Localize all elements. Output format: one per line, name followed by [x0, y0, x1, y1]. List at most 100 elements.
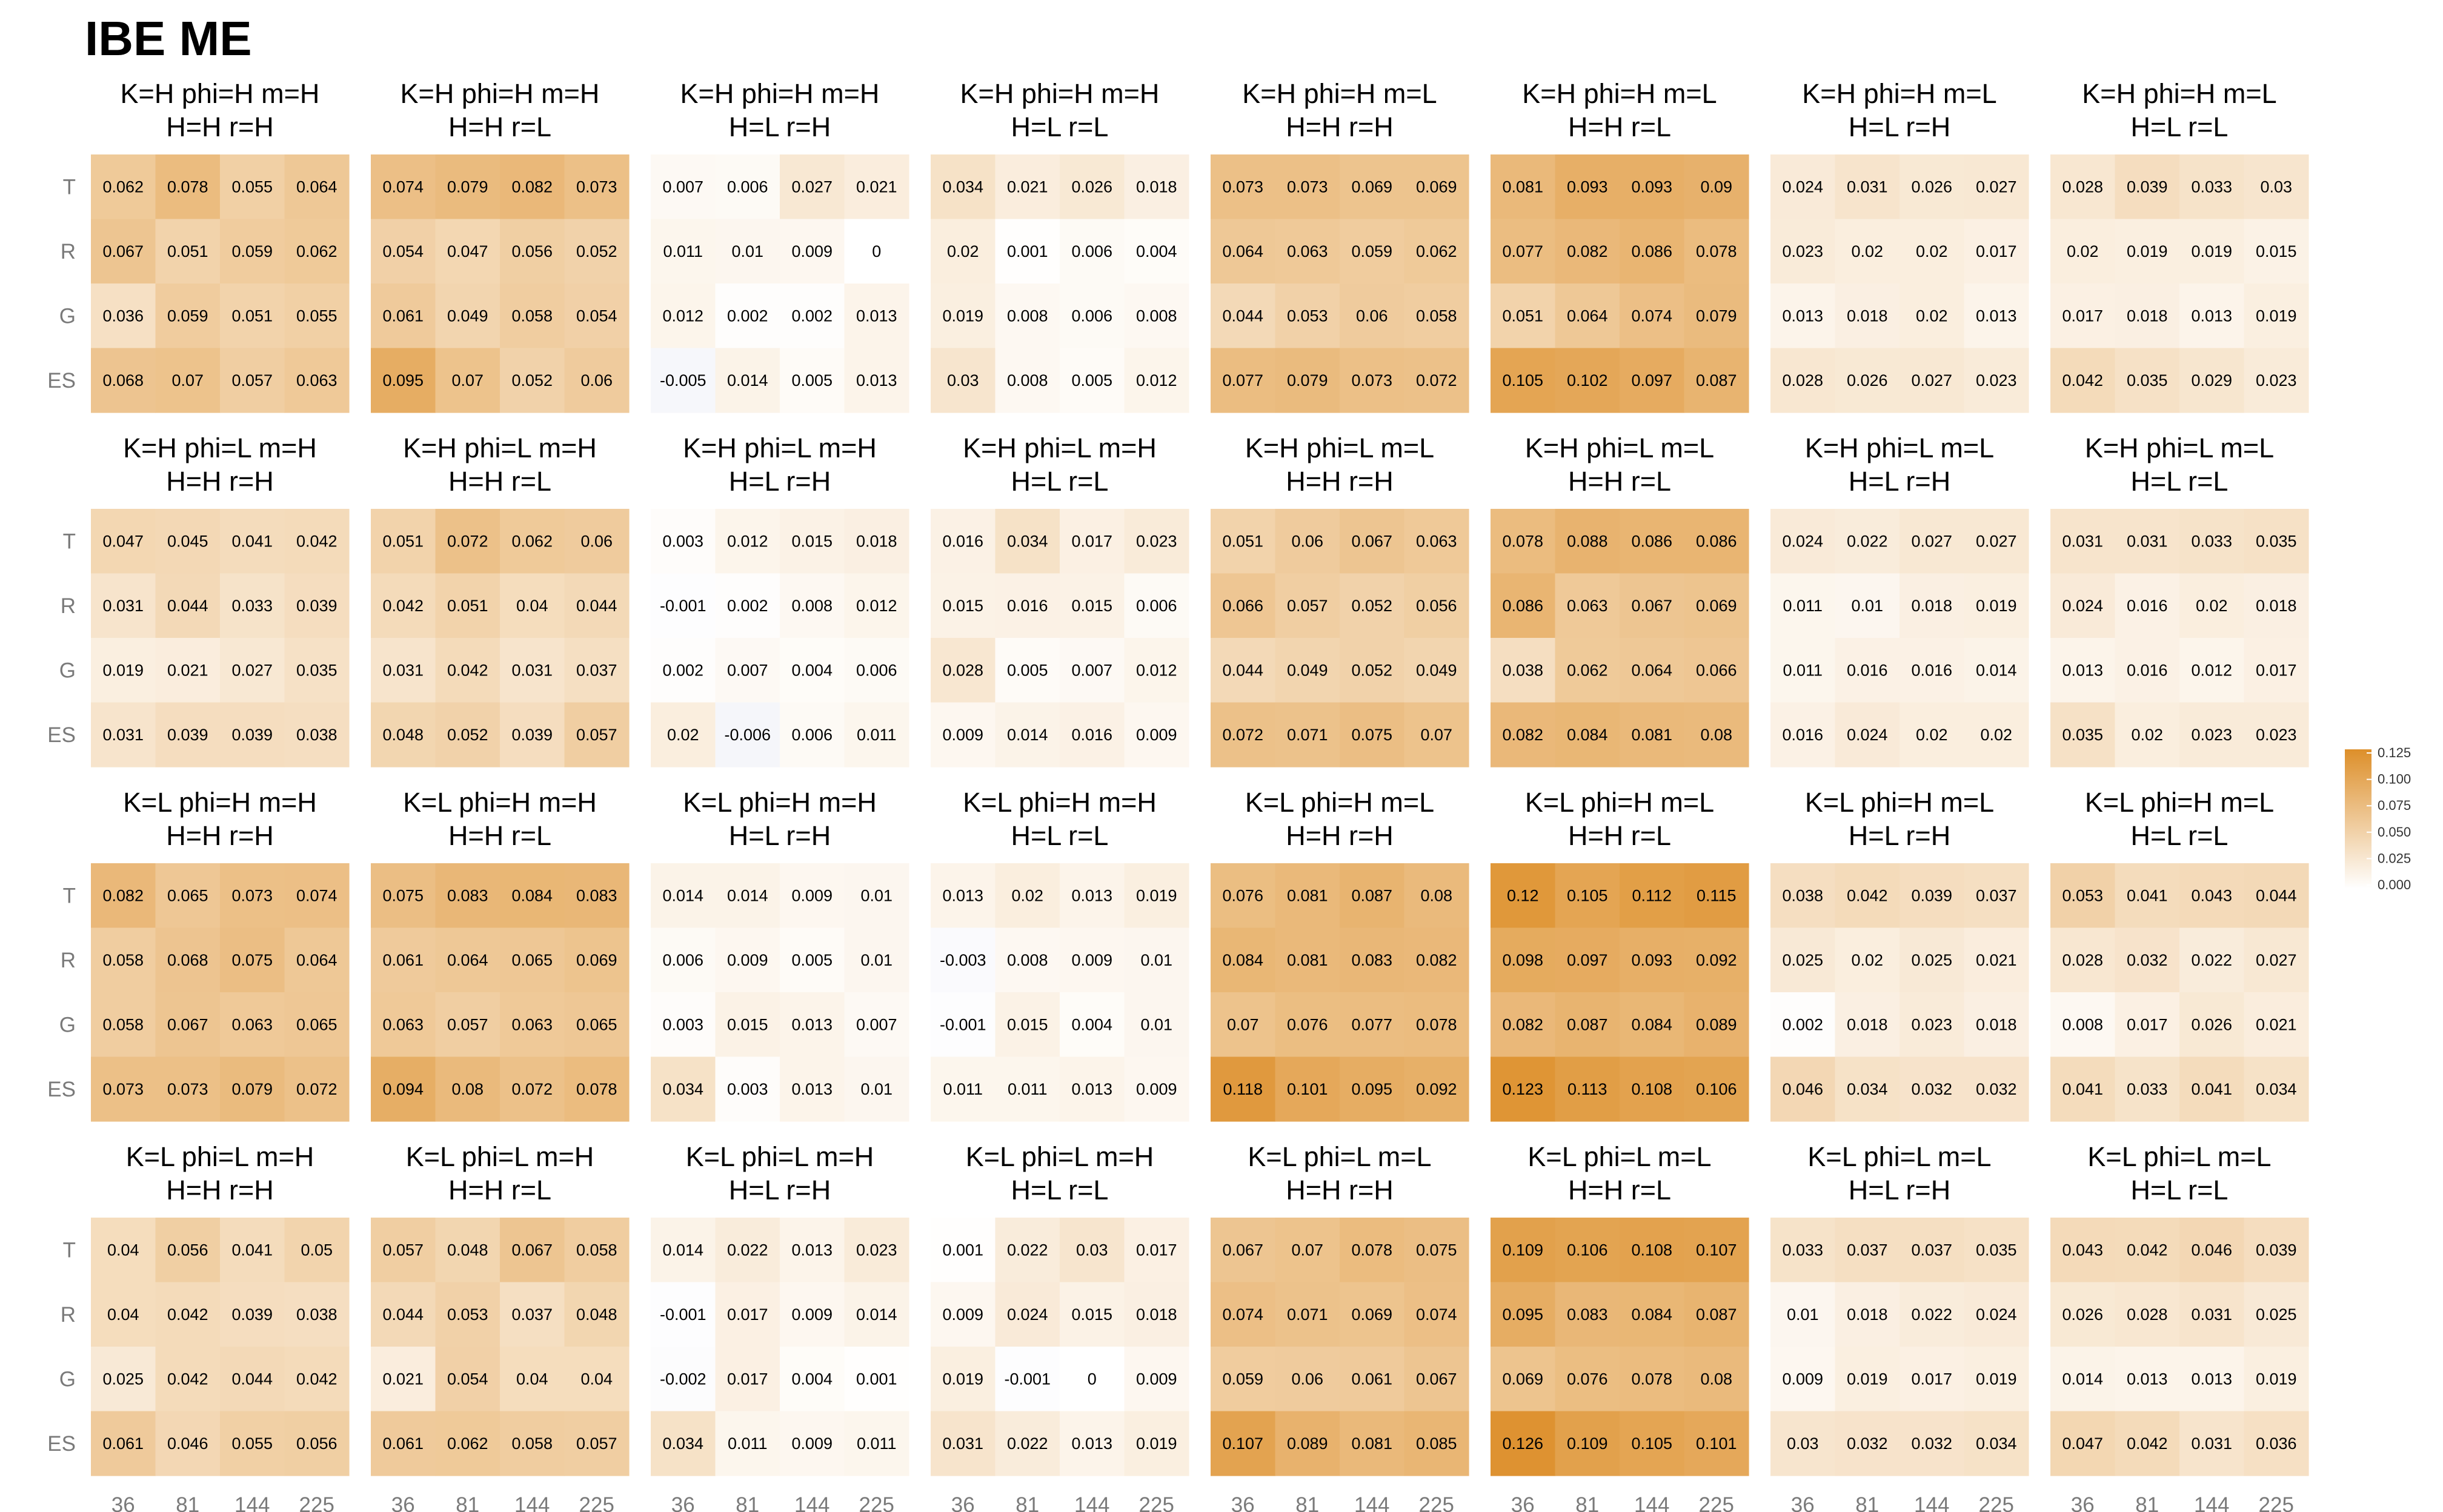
- cell-value-label: 0.01: [860, 886, 892, 904]
- heatmap-cell: [1060, 1218, 1125, 1283]
- heatmap-cell: [1964, 154, 2029, 220]
- heatmap-cell: [651, 1218, 716, 1283]
- heatmap-cell: [2115, 219, 2180, 284]
- cell-value-label: 0.073: [1287, 177, 1328, 196]
- heatmap-cell: [2115, 927, 2180, 993]
- heatmap-cell: [91, 863, 156, 929]
- heatmap-cell: [564, 348, 630, 413]
- heatmap-cell: [651, 927, 716, 993]
- heatmap-cell: [2179, 992, 2245, 1058]
- heatmap-cell: [844, 573, 909, 638]
- cell-value-label: 0.069: [1416, 177, 1457, 196]
- heatmap-panel: K=H phi=H m=LH=L r=H 0.024 0.031 0.026 0.027…: [1770, 78, 2029, 413]
- cell-value-label: 0.03: [2260, 177, 2292, 196]
- cell-value-label: 0.095: [1351, 1080, 1392, 1098]
- heatmap-panel: K=L phi=L m=HH=H r=H 0.04 0.056 0.041 0.05 0.…: [47, 1141, 350, 1512]
- x-tick-label: 225: [859, 1493, 894, 1512]
- cell-value-label: 0.012: [727, 532, 768, 550]
- cell-value-label: 0.016: [942, 532, 983, 550]
- cell-value-label: 0.016: [1782, 726, 1823, 744]
- cell-value-label: 0.025: [1782, 951, 1823, 969]
- cell-value-label: 0.041: [2062, 1080, 2103, 1098]
- heatmap-cell: [500, 927, 565, 993]
- cell-value-label: 0.101: [1696, 1434, 1737, 1453]
- cell-value-label: 0.075: [1416, 1241, 1457, 1259]
- cell-value-label: 0.051: [447, 597, 488, 615]
- cell-value-label: 0.006: [1136, 597, 1177, 615]
- heatmap-cell: [780, 638, 845, 703]
- cell-value-label: 0.003: [662, 1015, 703, 1033]
- cell-value-label: 0.074: [1416, 1305, 1457, 1324]
- heatmap-cell: [1964, 1282, 2029, 1347]
- heatmap-cell: [931, 702, 996, 768]
- cell-value-label: 0.006: [791, 726, 833, 744]
- heatmap-cell: [435, 863, 500, 929]
- cell-value-label: 0.001: [1007, 242, 1048, 260]
- cell-value-label: 0.044: [167, 597, 208, 615]
- heatmap-cell: [1835, 348, 1900, 413]
- heatmap-cell: [2244, 154, 2309, 220]
- panel-title-line2: H=H r=H: [1286, 1175, 1394, 1205]
- x-tick-label: 81: [456, 1493, 479, 1512]
- heatmap-panel: K=H phi=L m=HH=L r=H 0.003 0.012 0.015 0.018…: [651, 433, 909, 768]
- y-tick-label: R: [61, 1303, 76, 1327]
- cell-value-label: 0.076: [1287, 1015, 1328, 1033]
- heatmap-cell: [1684, 1056, 1749, 1122]
- panel-title-line2: H=L r=H: [729, 1175, 831, 1205]
- heatmap-cell: [780, 1218, 845, 1283]
- heatmap-cell: [1770, 219, 1836, 284]
- cell-value-label: 0.055: [296, 307, 337, 325]
- heatmap-cell: [1835, 638, 1900, 703]
- cell-value-label: 0.078: [1502, 532, 1543, 550]
- cell-value-label: 0.083: [576, 886, 617, 904]
- cell-value-label: 0.033: [2127, 1080, 2168, 1098]
- heatmap-cell: [1275, 1282, 1340, 1347]
- heatmap-cell: [2115, 863, 2180, 929]
- cell-value-label: 0.004: [791, 661, 833, 679]
- cell-value-label: 0.038: [1502, 661, 1543, 679]
- heatmap-cell: [220, 1056, 285, 1122]
- panel-title-line1: K=L phi=H m=L: [2085, 787, 2274, 818]
- cell-value-label: 0.031: [511, 661, 553, 679]
- y-tick-label: ES: [47, 369, 76, 393]
- heatmap-cell: [715, 154, 780, 220]
- heatmap-cell: [220, 154, 285, 220]
- heatmap-cell: [2244, 863, 2309, 929]
- cell-value-label: 0.062: [447, 1434, 488, 1453]
- cell-value-label: 0.037: [1847, 1241, 1888, 1259]
- heatmap-cell: [995, 284, 1060, 349]
- panel-title-line2: H=L r=H: [729, 820, 831, 851]
- cell-value-label: 0.044: [2256, 886, 2297, 904]
- cell-value-label: 0.107: [1222, 1434, 1263, 1453]
- heatmap-cell: [500, 573, 565, 638]
- cell-value-label: 0.055: [231, 1434, 273, 1453]
- heatmap-cell: [2179, 1056, 2245, 1122]
- heatmap-cell: [2115, 509, 2180, 574]
- heatmap-cell: [1340, 863, 1405, 929]
- heatmap-cell: [2179, 1218, 2245, 1283]
- heatmap-cell: [1404, 1282, 1469, 1347]
- cell-value-label: -0.003: [940, 951, 986, 969]
- heatmap-cell: [995, 638, 1060, 703]
- cell-value-label: 0.009: [942, 726, 983, 744]
- heatmap-panel: K=L phi=H m=LH=H r=H 0.076 0.081 0.087 0.08 0…: [1211, 787, 1469, 1122]
- cell-value-label: 0.05: [301, 1241, 333, 1259]
- cell-value-label: 0.042: [2127, 1241, 2168, 1259]
- cell-value-label: 0.034: [2256, 1080, 2297, 1098]
- heatmap-cell: [1835, 284, 1900, 349]
- x-tick-label: 225: [299, 1493, 334, 1512]
- heatmap-cell: [1835, 154, 1900, 220]
- heatmap-cell: [1491, 154, 1556, 220]
- cell-value-label: 0.073: [167, 1080, 208, 1098]
- cell-value-label: 0.006: [1071, 242, 1112, 260]
- cell-value-label: 0.024: [1007, 1305, 1048, 1324]
- heatmap-cell: [500, 863, 565, 929]
- heatmap-cell: [715, 1411, 780, 1476]
- heatmap-cell: [1684, 154, 1749, 220]
- cell-value-label: 0.062: [102, 177, 144, 196]
- heatmap-cell: [1060, 1056, 1125, 1122]
- heatmap-cell: [2244, 702, 2309, 768]
- heatmap-cell: [931, 219, 996, 284]
- panel-title-line2: H=L r=H: [1849, 111, 1950, 142]
- cell-value-label: 0.04: [107, 1241, 139, 1259]
